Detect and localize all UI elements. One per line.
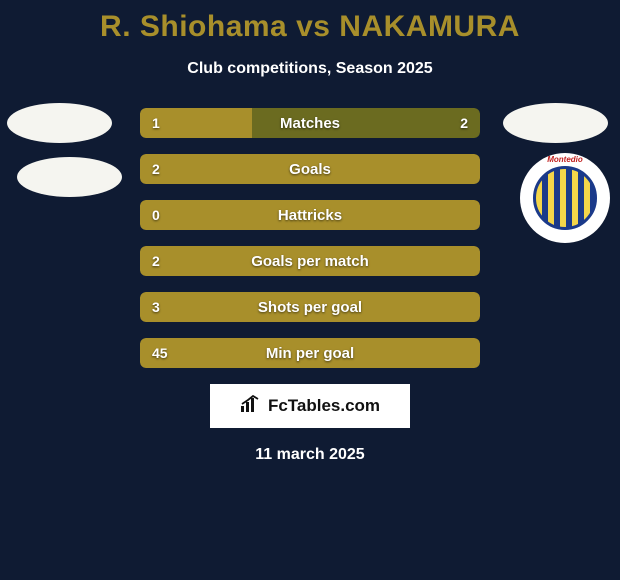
brand-text: FcTables.com (268, 396, 380, 416)
page-title: R. Shiohama vs NAKAMURA (0, 0, 620, 44)
stat-row: 2Goals (140, 154, 480, 184)
player2-avatar-placeholder (503, 103, 608, 143)
date-text: 11 march 2025 (0, 446, 620, 464)
chart-icon (240, 395, 262, 418)
content-area: Montedio 12Matches 2Goals 0Hattricks 2Goals… (0, 108, 620, 368)
stat-label: Hattricks (140, 200, 480, 230)
brand-badge[interactable]: FcTables.com (210, 384, 410, 428)
stat-row: 2Goals per match (140, 246, 480, 276)
stat-label: Min per goal (140, 338, 480, 368)
player1-club-placeholder (17, 157, 122, 197)
club-crest-text: Montedio (526, 155, 604, 164)
stat-row: 0Hattricks (140, 200, 480, 230)
subtitle: Club competitions, Season 2025 (0, 60, 620, 78)
stat-bars: 12Matches 2Goals 0Hattricks 2Goals per matc… (140, 108, 480, 368)
stat-row: 45Min per goal (140, 338, 480, 368)
stat-label: Matches (140, 108, 480, 138)
stat-row: 12Matches (140, 108, 480, 138)
player2-club-badge: Montedio (520, 153, 610, 243)
comparison-card: R. Shiohama vs NAKAMURA Club competition… (0, 0, 620, 580)
stat-label: Shots per goal (140, 292, 480, 322)
stat-row: 3Shots per goal (140, 292, 480, 322)
stat-label: Goals per match (140, 246, 480, 276)
stat-label: Goals (140, 154, 480, 184)
club-crest-icon: Montedio (533, 166, 597, 230)
player1-avatar-placeholder (7, 103, 112, 143)
